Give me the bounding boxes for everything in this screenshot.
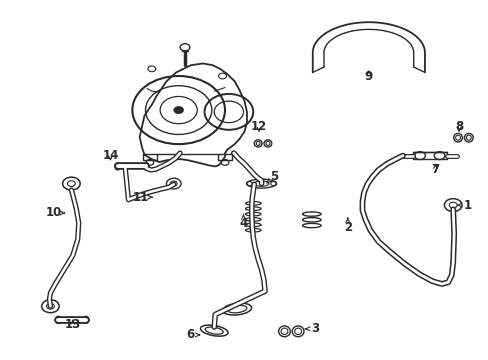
Text: 13: 13 bbox=[64, 318, 81, 331]
Text: 14: 14 bbox=[102, 149, 119, 162]
Text: 1: 1 bbox=[457, 199, 471, 212]
Text: 2: 2 bbox=[343, 218, 351, 234]
Text: 8: 8 bbox=[454, 121, 462, 134]
Text: 7: 7 bbox=[431, 163, 439, 176]
Text: 4: 4 bbox=[239, 215, 247, 230]
Circle shape bbox=[173, 107, 183, 114]
Text: 3: 3 bbox=[305, 322, 319, 335]
Text: 12: 12 bbox=[250, 121, 267, 134]
Text: 6: 6 bbox=[185, 328, 200, 341]
Text: 9: 9 bbox=[364, 69, 372, 82]
Text: 10: 10 bbox=[45, 207, 64, 220]
Text: 11: 11 bbox=[133, 191, 152, 204]
Text: 5: 5 bbox=[266, 170, 277, 183]
